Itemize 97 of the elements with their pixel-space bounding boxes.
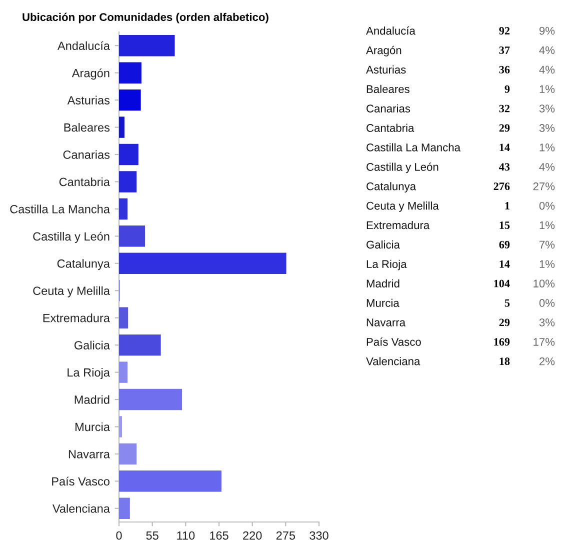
y-tick-label: Galicia (74, 340, 110, 350)
text: Valenciana (366, 357, 420, 366)
text: 14 (500, 260, 510, 268)
x-tick-label: 330 (310, 531, 328, 540)
text: 27% (533, 182, 555, 190)
text: 1% (540, 144, 555, 152)
text: 104 (494, 280, 510, 288)
bar (119, 443, 137, 465)
x-tick-label: 165 (210, 531, 228, 540)
text: 3% (539, 104, 555, 112)
text: 18 (500, 358, 510, 366)
bar (119, 62, 142, 84)
text: 15 (500, 222, 510, 229)
bar (119, 498, 130, 520)
y-tick-label: Castilla y León (33, 232, 110, 243)
bar (119, 388, 182, 410)
bar (119, 144, 138, 166)
y-tick-label: Ceuta y Melilla (33, 286, 110, 298)
text: Ceuta y Melilla (366, 202, 439, 212)
text: 29 (499, 124, 510, 132)
text: 276 (494, 182, 510, 190)
text: Canarias (366, 104, 410, 112)
y-tick-label: Canarias (63, 150, 110, 159)
bar (119, 198, 128, 220)
text: Murcia (366, 298, 400, 307)
text: 69 (499, 240, 510, 248)
text: Catalunya (366, 182, 416, 192)
bar (119, 171, 137, 192)
y-tick-label: Extremadura (43, 314, 110, 322)
text: Aragón (366, 46, 402, 56)
text: 14 (500, 144, 510, 152)
bar (119, 470, 222, 492)
x-tick-label: 55 (146, 531, 158, 540)
text: 5 (504, 299, 510, 307)
text: 3% (539, 124, 555, 132)
text: Castilla La Mancha (366, 143, 460, 152)
text: 1% (540, 85, 555, 93)
y-tick-label: Navarra (68, 450, 110, 458)
text: 1 (505, 202, 510, 210)
chart-title: Ubicación por Comunidades (orden alfabetico) (22, 12, 268, 24)
y-tick-label: País Vasco (52, 476, 110, 486)
text: Andalucía (366, 26, 416, 35)
text: 29 (499, 318, 510, 326)
bar (119, 334, 161, 356)
text: 17% (534, 338, 555, 346)
text: 9% (539, 26, 555, 35)
y-tick-label: La Rioja (68, 368, 110, 380)
bar (119, 34, 175, 56)
y-tick-label: Murcia (76, 422, 110, 432)
text: 7% (540, 240, 555, 249)
y-tick-label: Castilla La Mancha (10, 204, 110, 214)
y-tick-label: Cantabria (59, 177, 110, 186)
y-tick-label: Asturias (67, 96, 110, 104)
bar (119, 362, 128, 383)
text: 32 (499, 104, 510, 112)
text: Navarra (366, 318, 406, 326)
y-tick-label: Valenciana (52, 504, 110, 513)
text: 1% (540, 260, 555, 268)
y-tick-label: Baleares (64, 123, 110, 132)
text: País Vasco (366, 338, 421, 346)
text: Cantabria (366, 124, 414, 132)
text: Extremadura (366, 220, 430, 230)
text: Asturias (366, 65, 406, 74)
text: 36 (499, 66, 510, 74)
text: 3% (539, 318, 555, 326)
x-tick-label: 110 (177, 531, 195, 540)
bar (119, 307, 128, 328)
text: 169 (494, 338, 510, 346)
bar (119, 116, 124, 138)
text: Castilla y León (366, 162, 438, 174)
x-tick-label: 220 (243, 531, 262, 540)
text: 43 (499, 163, 510, 171)
text: 37 (499, 46, 510, 54)
bar (119, 89, 141, 111)
y-tick-label: Aragón (72, 68, 110, 80)
text: La Rioja (366, 260, 407, 270)
bar (119, 252, 286, 274)
x-tick-label: 275 (276, 531, 296, 540)
y-tick-label: Madrid (74, 395, 110, 404)
text: 2% (540, 357, 555, 366)
text: 92 (499, 27, 510, 35)
text: 4% (539, 46, 555, 54)
text: Galicia (366, 240, 400, 249)
bar (119, 416, 122, 438)
text: 0% (539, 202, 555, 210)
y-tick-label: Andalucía (57, 41, 110, 50)
text: 0% (539, 299, 555, 307)
bar (119, 226, 146, 247)
text: Madrid (366, 279, 400, 288)
y-tick-label: Catalunya (57, 259, 110, 270)
text: 9 (504, 85, 510, 93)
text: 4% (539, 162, 555, 171)
text: 4% (539, 66, 555, 74)
text: Baleares (366, 84, 410, 94)
text: 1% (540, 221, 555, 230)
text: 10% (534, 280, 555, 288)
x-tick-label: 0 (116, 531, 122, 540)
